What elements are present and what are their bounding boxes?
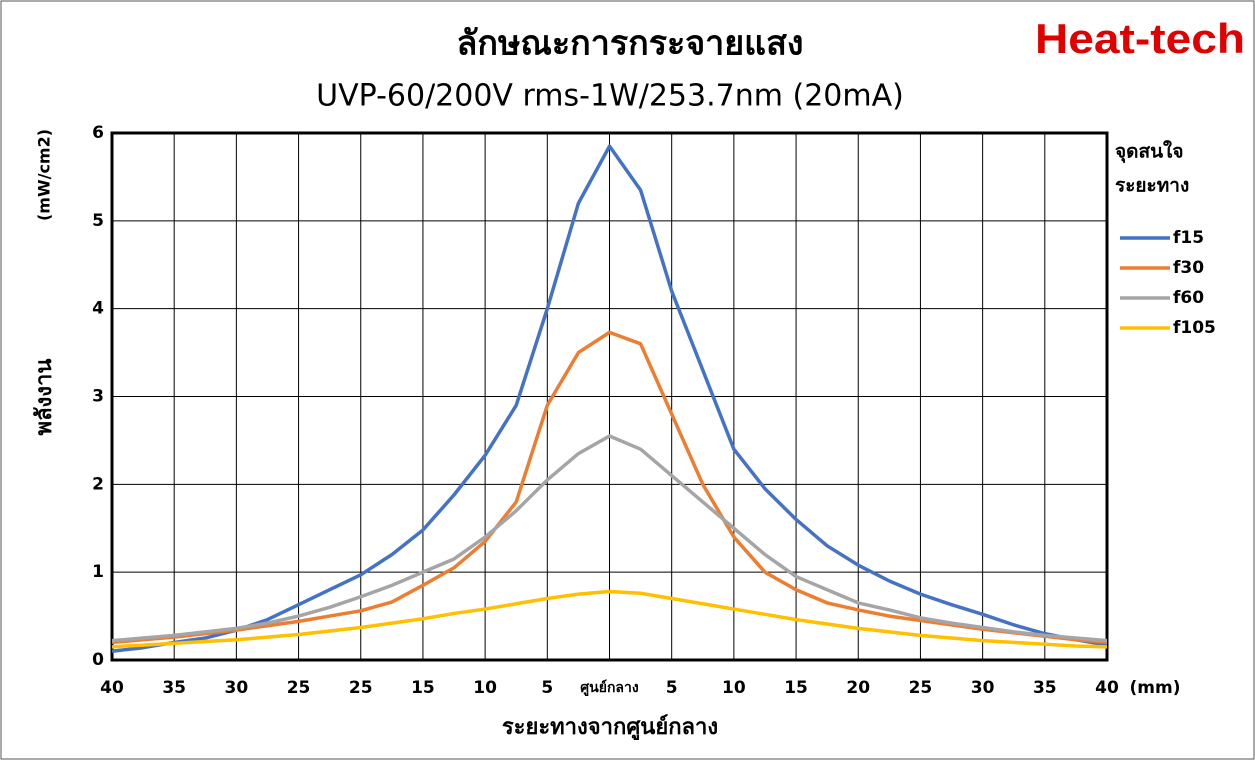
- x-tick-label: ศูนย์กลาง: [580, 679, 639, 696]
- y-axis-unit: (mW/cm2): [35, 129, 54, 221]
- chart-subtitle: UVP-60/200V rms-1W/253.7nm (20mA): [316, 79, 904, 114]
- x-tick-label: 20: [846, 678, 870, 698]
- y-tick-label: 0: [92, 650, 104, 670]
- brand: Heat-tech: [1035, 15, 1245, 62]
- x-tick-label: 35: [162, 678, 186, 698]
- plot-border: [110, 131, 1109, 662]
- series-line: [111, 144, 1108, 653]
- chart-title: ลักษณะการกระจายแสง: [457, 24, 804, 64]
- x-tick-label: 25: [909, 678, 933, 698]
- legend-label: f30: [1173, 258, 1204, 278]
- legend-label: f15: [1173, 228, 1204, 248]
- x-tick-label: 5: [541, 678, 553, 698]
- x-axis-label: ระยะทางจากศูนย์กลาง: [502, 714, 718, 741]
- legend-title: จุดสนใจ: [1115, 140, 1183, 164]
- x-tick-label: 40: [1095, 678, 1119, 698]
- x-tick-label: 10: [473, 678, 497, 698]
- series-line: [111, 589, 1108, 649]
- series-line: [111, 434, 1108, 643]
- x-tick-label: 5: [666, 678, 678, 698]
- y-tick-label: 1: [92, 562, 104, 582]
- x-tick-label: 10: [722, 678, 746, 698]
- x-tick-label: 40: [100, 678, 124, 698]
- legend-label: f105: [1173, 318, 1216, 338]
- x-tick-label: 35: [1033, 678, 1057, 698]
- y-tick-label: 4: [92, 299, 104, 319]
- x-tick-label: 30: [225, 678, 249, 698]
- x-tick-label: 15: [411, 678, 435, 698]
- y-tick-label: 2: [92, 474, 104, 494]
- series-line: [111, 330, 1108, 645]
- legend-title: ระยะทาง: [1115, 175, 1189, 197]
- x-tick-label: 30: [971, 678, 995, 698]
- x-tick-label: 25: [349, 678, 373, 698]
- y-axis-label: พลังงาน: [32, 359, 57, 436]
- x-tick-label: 15: [784, 678, 808, 698]
- y-tick-label: 6: [92, 123, 104, 143]
- y-tick-label: 5: [92, 211, 104, 231]
- y-tick-label: 3: [92, 387, 104, 407]
- x-axis-unit: (mm): [1130, 678, 1181, 698]
- x-tick-label: 25: [287, 678, 311, 698]
- legend-label: f60: [1173, 288, 1204, 308]
